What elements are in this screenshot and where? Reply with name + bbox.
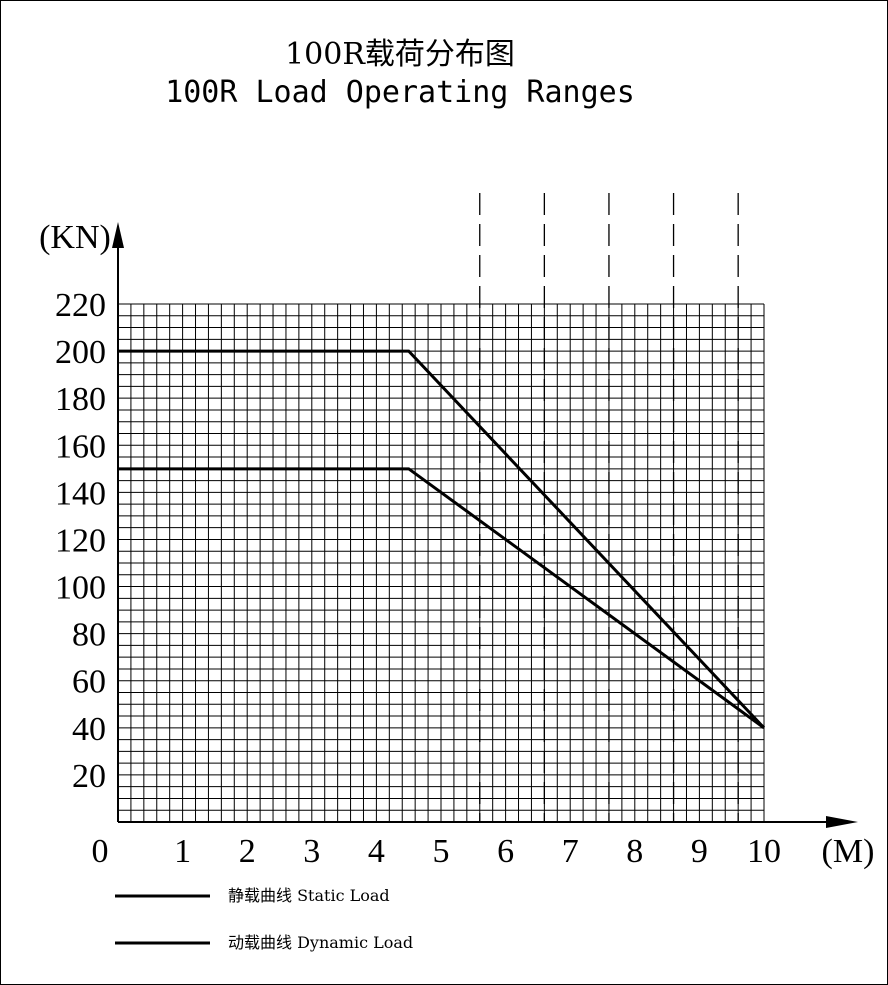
y-tick-label: 100 <box>55 570 106 607</box>
y-tick-label: 200 <box>55 334 106 371</box>
axes <box>112 222 858 828</box>
y-tick-label: 220 <box>55 287 106 324</box>
x-tick-label: 6 <box>497 833 514 870</box>
y-tick-label: 140 <box>55 475 106 512</box>
y-tick-label: 180 <box>55 381 106 418</box>
y-axis-label: (KN) <box>39 219 111 256</box>
x-tick-label: 1 <box>174 833 191 870</box>
reference-lines <box>479 193 739 822</box>
series-lines <box>118 349 766 730</box>
x-tick-label: 3 <box>303 833 320 870</box>
y-tick-label: 160 <box>55 428 106 465</box>
dynamic-load-line <box>118 467 765 730</box>
x-tick-label: 9 <box>691 833 708 870</box>
x-tick-label: 2 <box>239 833 256 870</box>
grid <box>117 303 765 823</box>
y-tick-label: 40 <box>72 711 106 748</box>
y-tick-label: 20 <box>72 758 106 795</box>
x-axis-label: (M) <box>822 833 875 870</box>
chart-subtitle: 100R Load Operating Ranges <box>165 75 635 110</box>
x-tick-labels: 0 1 2 3 4 5 6 7 8 9 10 <box>92 833 782 870</box>
legend-label-dynamic: 动载曲线 Dynamic Load <box>228 933 413 952</box>
chart-title: 100R载荷分布图 <box>285 37 515 72</box>
x-axis-arrow <box>826 816 858 828</box>
y-tick-label: 60 <box>72 664 106 701</box>
x-tick-label: 10 <box>747 833 781 870</box>
y-tick-labels: 20 40 60 80 100 120 140 160 180 200 220 <box>55 287 106 795</box>
x-tick-label: 0 <box>92 833 109 870</box>
legend: 静载曲线 Static Load 动载曲线 Dynamic Load <box>115 886 413 952</box>
y-axis-arrow <box>112 222 124 248</box>
x-tick-label: 8 <box>626 833 643 870</box>
static-load-line <box>118 349 766 729</box>
legend-label-static: 静载曲线 Static Load <box>228 886 390 905</box>
x-tick-label: 7 <box>562 833 579 870</box>
x-tick-label: 5 <box>433 833 450 870</box>
x-tick-label: 4 <box>368 833 385 870</box>
y-tick-label: 80 <box>72 617 106 654</box>
y-tick-label: 120 <box>55 522 106 559</box>
